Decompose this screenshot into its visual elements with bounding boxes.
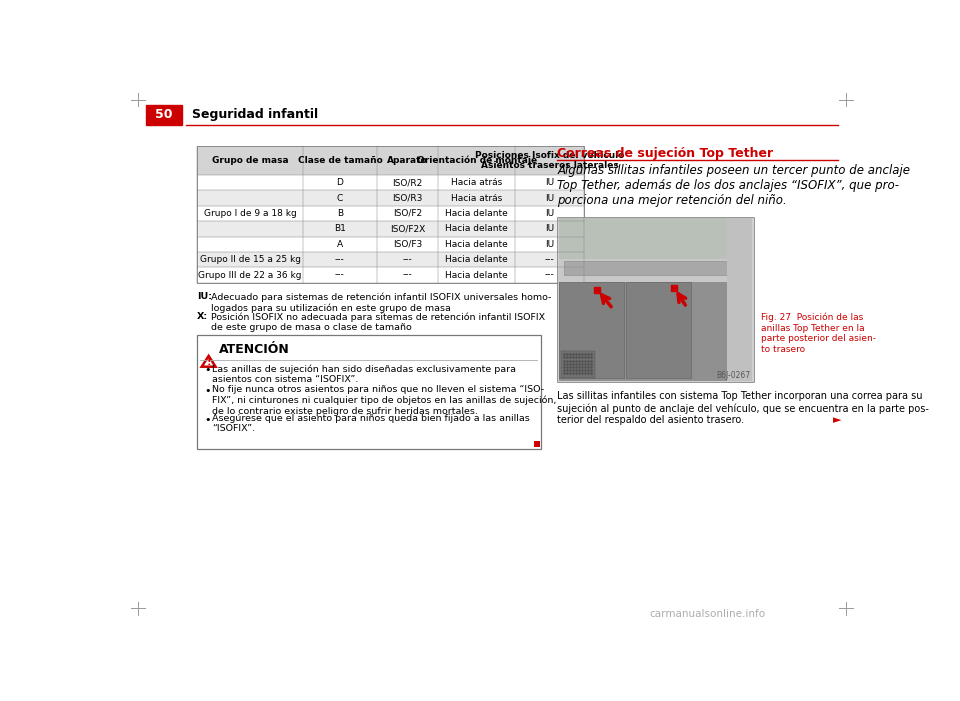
Text: Las sillitas infantiles con sistema Top Tether incorporan una correa para su
suj: Las sillitas infantiles con sistema Top …	[558, 391, 929, 425]
Text: C: C	[337, 193, 343, 203]
Text: Orientación de montaje: Orientación de montaje	[417, 156, 537, 165]
Text: B1: B1	[334, 224, 346, 233]
Text: Fig. 27  Posición de las
anillas Top Tether en la
parte posterior del asien-
to : Fig. 27 Posición de las anillas Top Teth…	[761, 313, 876, 353]
Text: !: !	[206, 357, 211, 367]
Text: Hacia delante: Hacia delante	[445, 271, 508, 280]
Text: Posición ISOFIX no adecuada para sitemas de retención infantil ISOFIX
de este gr: Posición ISOFIX no adecuada para sitemas…	[211, 312, 545, 332]
Bar	[559, 282, 624, 379]
Text: Asegúrese que el asiento para niños queda bien fijado a las anillas
“ISOFIX”.: Asegúrese que el asiento para niños qued…	[212, 414, 530, 433]
Text: Aparato: Aparato	[387, 156, 427, 165]
Text: X:: X:	[197, 312, 208, 321]
Bar	[727, 218, 753, 381]
Bar	[197, 175, 585, 191]
Bar	[559, 218, 753, 261]
Text: B: B	[337, 209, 343, 218]
Bar	[197, 146, 585, 283]
Text: Grupo de masa: Grupo de masa	[212, 156, 289, 165]
Text: Grupo I de 9 a 18 kg: Grupo I de 9 a 18 kg	[204, 209, 297, 218]
Text: A: A	[337, 240, 343, 249]
Text: •: •	[204, 365, 211, 375]
Text: D: D	[337, 178, 344, 187]
Text: •: •	[204, 386, 211, 396]
Text: •: •	[204, 415, 211, 425]
Bar	[559, 282, 753, 381]
Text: Hacia delante: Hacia delante	[445, 209, 508, 218]
Text: carmanualsonline.info: carmanualsonline.info	[650, 609, 766, 619]
Bar	[197, 146, 585, 175]
Text: Hacia atrás: Hacia atrás	[451, 193, 502, 203]
Text: 50: 50	[156, 109, 173, 121]
Text: Seguridad infantil: Seguridad infantil	[192, 109, 318, 121]
Text: No fije nunca otros asientos para niños que no lleven el sistema “ISO-
FIX”, ni : No fije nunca otros asientos para niños …	[212, 385, 557, 416]
Text: ---: ---	[545, 255, 555, 264]
Text: ISO/F2X: ISO/F2X	[390, 224, 425, 233]
Text: Posiciones Isofix del vehículo
Asientos traseros laterales: Posiciones Isofix del vehículo Asientos …	[475, 151, 624, 170]
Text: ISO/R2: ISO/R2	[393, 178, 422, 187]
Text: Adecuado para sistemas de retención infantil ISOFIX universales homo-
logados pa: Adecuado para sistemas de retención infa…	[211, 292, 551, 313]
Text: IU: IU	[545, 178, 554, 187]
Text: Grupo II de 15 a 25 kg: Grupo II de 15 a 25 kg	[200, 255, 300, 264]
Text: ISO/F3: ISO/F3	[393, 240, 422, 249]
Text: IU: IU	[545, 240, 554, 249]
Text: Hacia atrás: Hacia atrás	[451, 178, 502, 187]
Text: ---: ---	[402, 255, 412, 264]
Bar	[564, 261, 748, 275]
Text: Hacia delante: Hacia delante	[445, 255, 508, 264]
Bar	[146, 105, 182, 125]
Text: B6J-0267: B6J-0267	[716, 371, 751, 380]
Bar	[197, 222, 585, 236]
Text: IU: IU	[545, 209, 554, 218]
Text: IU:: IU:	[197, 292, 212, 301]
Text: ---: ---	[335, 255, 345, 264]
Text: ISO/F2: ISO/F2	[393, 209, 421, 218]
Bar	[535, 442, 540, 447]
Text: ISO/R3: ISO/R3	[392, 193, 422, 203]
Text: ---: ---	[402, 271, 412, 280]
Text: Clase de tamaño: Clase de tamaño	[298, 156, 382, 165]
Text: Algunas sillitas infantiles poseen un tercer punto de anclaje
Top Tether, además: Algunas sillitas infantiles poseen un te…	[558, 164, 910, 207]
Text: ATENCIÓN: ATENCIÓN	[219, 343, 289, 356]
Bar	[197, 236, 585, 252]
Bar	[197, 252, 585, 267]
Bar	[558, 217, 754, 382]
Text: ►: ►	[832, 416, 841, 426]
Text: Correas de sujeción Top Tether: Correas de sujeción Top Tether	[558, 147, 774, 161]
Bar	[561, 351, 595, 379]
Bar	[197, 191, 585, 206]
Bar	[197, 206, 585, 222]
Bar	[559, 259, 753, 282]
Polygon shape	[202, 356, 216, 367]
Text: IU: IU	[545, 224, 554, 233]
Bar	[197, 267, 585, 283]
Text: Hacia delante: Hacia delante	[445, 240, 508, 249]
Text: ---: ---	[335, 271, 345, 280]
Bar	[626, 282, 691, 379]
Bar	[197, 335, 540, 449]
Text: Hacia delante: Hacia delante	[445, 224, 508, 233]
Text: ---: ---	[545, 271, 555, 280]
Text: Las anillas de sujeción han sido diseñadas exclusivamente para
asientos con sist: Las anillas de sujeción han sido diseñad…	[212, 365, 516, 384]
Text: Grupo III de 22 a 36 kg: Grupo III de 22 a 36 kg	[199, 271, 302, 280]
Text: IU: IU	[545, 193, 554, 203]
